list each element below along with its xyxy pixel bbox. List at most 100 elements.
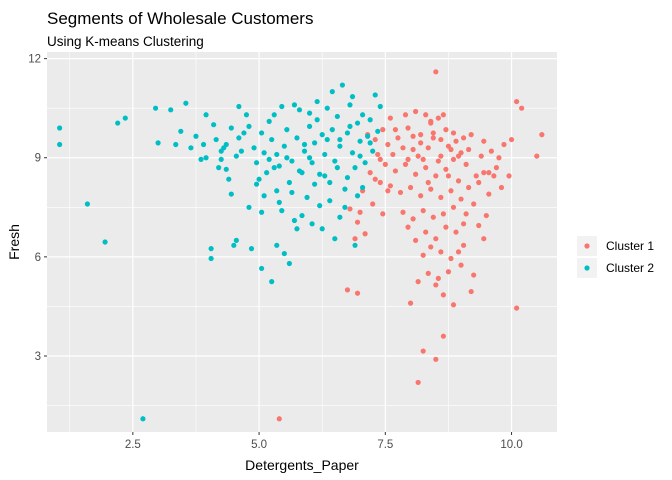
data-point-cluster-1 bbox=[405, 156, 411, 162]
data-point-cluster-1 bbox=[375, 151, 381, 158]
data-point-cluster-2 bbox=[284, 127, 290, 133]
data-point-cluster-2 bbox=[271, 112, 277, 118]
data-point-cluster-2 bbox=[228, 125, 234, 131]
data-point-cluster-2 bbox=[246, 123, 252, 129]
data-point-cluster-1 bbox=[493, 165, 500, 171]
data-point-cluster-2 bbox=[203, 155, 209, 161]
data-point-cluster-1 bbox=[508, 136, 515, 143]
data-point-cluster-2 bbox=[284, 155, 290, 161]
data-point-cluster-1 bbox=[413, 108, 419, 115]
data-point-cluster-1 bbox=[450, 130, 457, 136]
data-point-cluster-2 bbox=[367, 140, 373, 146]
data-point-cluster-1 bbox=[433, 173, 439, 179]
data-point-cluster-1 bbox=[415, 153, 421, 159]
data-point-cluster-1 bbox=[481, 138, 487, 144]
data-point-cluster-2 bbox=[236, 103, 242, 110]
data-point-cluster-1 bbox=[354, 219, 361, 225]
data-point-cluster-1 bbox=[460, 242, 467, 248]
data-point-cluster-1 bbox=[453, 229, 459, 235]
data-point-cluster-1 bbox=[377, 156, 383, 162]
data-point-cluster-2 bbox=[344, 130, 351, 136]
data-point-cluster-1 bbox=[539, 132, 545, 138]
data-point-cluster-2 bbox=[279, 103, 285, 110]
data-point-cluster-2 bbox=[314, 98, 320, 105]
data-point-cluster-2 bbox=[312, 181, 318, 187]
data-point-cluster-1 bbox=[420, 208, 426, 214]
data-point-cluster-1 bbox=[407, 184, 414, 191]
data-point-cluster-1 bbox=[418, 132, 424, 138]
data-point-cluster-1 bbox=[448, 255, 454, 262]
data-point-cluster-2 bbox=[370, 148, 376, 154]
data-point-cluster-2 bbox=[261, 150, 267, 156]
data-point-cluster-2 bbox=[200, 141, 207, 148]
data-point-cluster-1 bbox=[423, 112, 429, 118]
y-tick-label: 6 bbox=[35, 252, 41, 264]
x-tick-label: 2.5 bbox=[125, 439, 141, 451]
data-point-cluster-2 bbox=[274, 242, 280, 248]
data-point-cluster-1 bbox=[380, 211, 386, 217]
data-point-cluster-1 bbox=[420, 348, 426, 354]
data-point-cluster-1 bbox=[498, 184, 505, 191]
data-point-cluster-2 bbox=[359, 112, 366, 118]
data-point-cluster-1 bbox=[519, 105, 525, 111]
data-point-cluster-1 bbox=[385, 141, 391, 148]
data-point-cluster-1 bbox=[395, 135, 401, 141]
data-point-cluster-2 bbox=[203, 112, 209, 118]
data-point-cluster-2 bbox=[309, 160, 315, 166]
data-point-cluster-1 bbox=[443, 127, 449, 133]
data-point-cluster-2 bbox=[122, 115, 128, 121]
data-point-cluster-1 bbox=[440, 333, 446, 339]
data-point-cluster-2 bbox=[377, 103, 383, 110]
data-point-cluster-2 bbox=[259, 265, 265, 272]
data-point-cluster-1 bbox=[445, 269, 452, 275]
data-point-cluster-2 bbox=[357, 153, 363, 159]
data-point-cluster-1 bbox=[430, 130, 436, 136]
y-tick-label: 12 bbox=[28, 54, 41, 66]
data-point-cluster-2 bbox=[362, 160, 368, 166]
data-point-cluster-1 bbox=[425, 145, 431, 151]
data-point-cluster-1 bbox=[486, 191, 492, 197]
data-point-cluster-2 bbox=[322, 151, 328, 158]
data-point-cluster-2 bbox=[248, 246, 255, 252]
data-point-cluster-1 bbox=[415, 379, 421, 386]
data-point-cluster-2 bbox=[276, 199, 282, 205]
data-point-cluster-1 bbox=[387, 115, 393, 121]
data-point-cluster-2 bbox=[155, 140, 161, 146]
data-point-cluster-2 bbox=[327, 179, 333, 186]
data-point-cluster-1 bbox=[450, 302, 457, 308]
data-point-cluster-2 bbox=[294, 135, 300, 141]
data-point-cluster-2 bbox=[208, 246, 214, 252]
data-point-cluster-1 bbox=[455, 153, 462, 159]
data-point-cluster-2 bbox=[286, 260, 292, 267]
data-point-cluster-2 bbox=[218, 156, 224, 162]
data-point-cluster-2 bbox=[347, 123, 353, 129]
data-point-cluster-2 bbox=[208, 255, 214, 262]
data-point-cluster-2 bbox=[178, 128, 184, 134]
data-point-cluster-1 bbox=[405, 224, 411, 230]
data-point-cluster-2 bbox=[337, 136, 343, 143]
data-point-cluster-2 bbox=[354, 120, 361, 126]
data-point-cluster-2 bbox=[334, 165, 340, 171]
data-point-cluster-2 bbox=[339, 82, 345, 88]
legend-label-2: Cluster 2 bbox=[606, 261, 654, 275]
data-point-cluster-2 bbox=[301, 141, 308, 148]
data-point-cluster-2 bbox=[304, 194, 310, 200]
data-point-cluster-1 bbox=[400, 209, 406, 215]
data-point-cluster-2 bbox=[279, 208, 285, 214]
data-point-cluster-2 bbox=[218, 148, 224, 154]
data-point-cluster-2 bbox=[359, 184, 366, 191]
y-tick-label: 3 bbox=[35, 351, 41, 363]
data-point-cluster-2 bbox=[324, 136, 330, 143]
data-point-cluster-1 bbox=[425, 270, 431, 276]
data-point-cluster-1 bbox=[410, 216, 416, 222]
data-point-cluster-2 bbox=[375, 128, 381, 134]
legend-key-1 bbox=[584, 243, 590, 249]
data-point-cluster-1 bbox=[466, 146, 472, 153]
data-point-cluster-2 bbox=[322, 173, 328, 179]
plot-panel bbox=[47, 52, 557, 432]
data-point-cluster-2 bbox=[246, 204, 252, 210]
data-point-cluster-1 bbox=[418, 193, 424, 199]
data-point-cluster-1 bbox=[458, 196, 464, 202]
data-point-cluster-1 bbox=[476, 179, 482, 186]
data-point-cluster-2 bbox=[183, 100, 189, 106]
